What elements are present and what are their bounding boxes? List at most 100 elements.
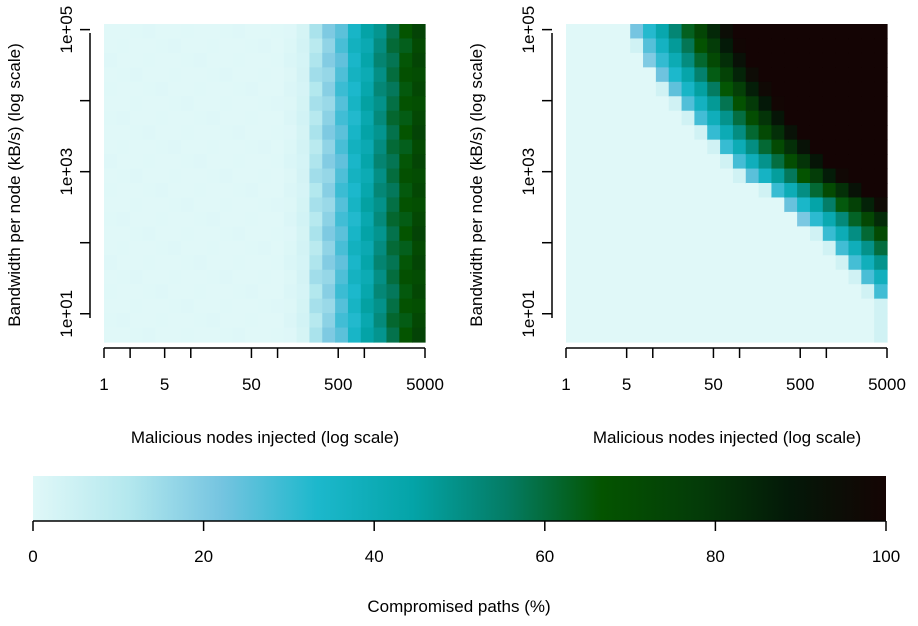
heatmap-cell [270, 139, 285, 155]
heatmap-cell [874, 67, 888, 83]
heatmap-cell [591, 38, 606, 54]
heatmap-cell [335, 327, 349, 343]
heatmap-cell [322, 52, 336, 68]
heatmap-cell [655, 183, 670, 199]
heatmap-right [566, 24, 888, 343]
heatmap-cell [116, 24, 131, 40]
heatmap-cell [193, 96, 208, 112]
heatmap-cell [142, 154, 156, 170]
heatmap-cell [322, 240, 336, 256]
heatmap-cell [193, 313, 208, 329]
heatmap-cell [347, 255, 362, 271]
heatmap-cell [283, 154, 298, 170]
heatmap-cell [104, 284, 118, 300]
heatmap-cell [566, 240, 580, 256]
heatmap-cell [399, 240, 413, 256]
heatmap-cell [874, 298, 888, 314]
heatmap-cell [745, 197, 760, 213]
heatmap-cell [386, 269, 400, 285]
heatmap-cell [578, 81, 593, 97]
heatmap-cell [206, 96, 221, 112]
heatmap-cell [360, 240, 375, 256]
heatmap-cell [181, 81, 195, 97]
heatmap-cell [386, 168, 400, 184]
heatmap-cell [347, 52, 362, 68]
heatmap-cell [258, 183, 272, 199]
heatmap-cell [181, 240, 195, 256]
heatmap-cell [591, 327, 606, 343]
heatmap-cell [758, 38, 773, 54]
heatmap-cell [296, 168, 311, 184]
heatmap-cell [591, 240, 606, 256]
left-y-ticks: 1e+01 1e+03 1e+05 [57, 6, 90, 338]
heatmap-cell [335, 298, 349, 314]
heatmap-cell [206, 168, 221, 184]
heatmap-cell [861, 139, 875, 155]
heatmap-cell [386, 52, 400, 68]
heatmap-cell [835, 211, 850, 227]
heatmap-cell [681, 183, 695, 199]
heatmap-cell [181, 67, 195, 83]
heatmap-cell [373, 269, 388, 285]
heatmap-cell [335, 110, 349, 126]
heatmap-cell [270, 269, 285, 285]
heatmap-cell [258, 67, 272, 83]
heatmap-cell [181, 183, 195, 199]
heatmap-cell [232, 197, 246, 213]
heatmap-cell [206, 255, 221, 271]
heatmap-cell [347, 284, 362, 300]
heatmap-cell [861, 81, 875, 97]
heatmap-cell [412, 313, 426, 329]
heatmap-cell [809, 327, 824, 343]
heatmap-cell [745, 211, 760, 227]
heatmap-cell [604, 24, 618, 40]
heatmap-cell [835, 284, 850, 300]
heatmap-cell [116, 313, 131, 329]
left-x-tick-label: 50 [242, 375, 261, 394]
heatmap-cell [732, 96, 747, 112]
heatmap-cell [758, 313, 773, 329]
heatmap-cell [694, 139, 708, 155]
heatmap-cell [758, 197, 773, 213]
colorbar-tick-label: 0 [28, 547, 37, 566]
heatmap-cell [835, 110, 850, 126]
heatmap-cell [129, 226, 144, 242]
heatmap-cell [655, 96, 670, 112]
heatmap-cell [809, 81, 824, 97]
heatmap-cell [604, 269, 618, 285]
heatmap-cell [643, 81, 657, 97]
heatmap-cell [104, 38, 118, 54]
heatmap-cell [168, 96, 182, 112]
heatmap-cell [399, 197, 413, 213]
heatmap-cell [732, 24, 747, 40]
heatmap-cell [142, 38, 156, 54]
heatmap-cell [347, 298, 362, 314]
heatmap-cell [643, 168, 657, 184]
heatmap-cell [566, 38, 580, 54]
heatmap-cell [270, 154, 285, 170]
heatmap-cell [784, 81, 798, 97]
heatmap-cell [861, 52, 875, 68]
heatmap-cell [604, 211, 618, 227]
heatmap-cell [809, 183, 824, 199]
heatmap-cell [347, 240, 362, 256]
heatmap-cell [784, 125, 798, 141]
heatmap-cell [822, 240, 837, 256]
heatmap-cell [309, 313, 323, 329]
heatmap-cell [104, 67, 118, 83]
heatmap-cell [335, 154, 349, 170]
heatmap-cell [809, 197, 824, 213]
heatmap-cell [206, 226, 221, 242]
heatmap-cell [591, 211, 606, 227]
heatmap-cell [245, 226, 259, 242]
heatmap-cell [245, 183, 259, 199]
heatmap-cell [193, 240, 208, 256]
heatmap-cell [335, 255, 349, 271]
heatmap-cell [591, 24, 606, 40]
heatmap-cell [720, 139, 734, 155]
heatmap-cell [245, 125, 259, 141]
heatmap-cell [219, 168, 233, 184]
heatmap-cell [630, 154, 644, 170]
heatmap-cell [283, 255, 298, 271]
heatmap-cell [771, 96, 785, 112]
